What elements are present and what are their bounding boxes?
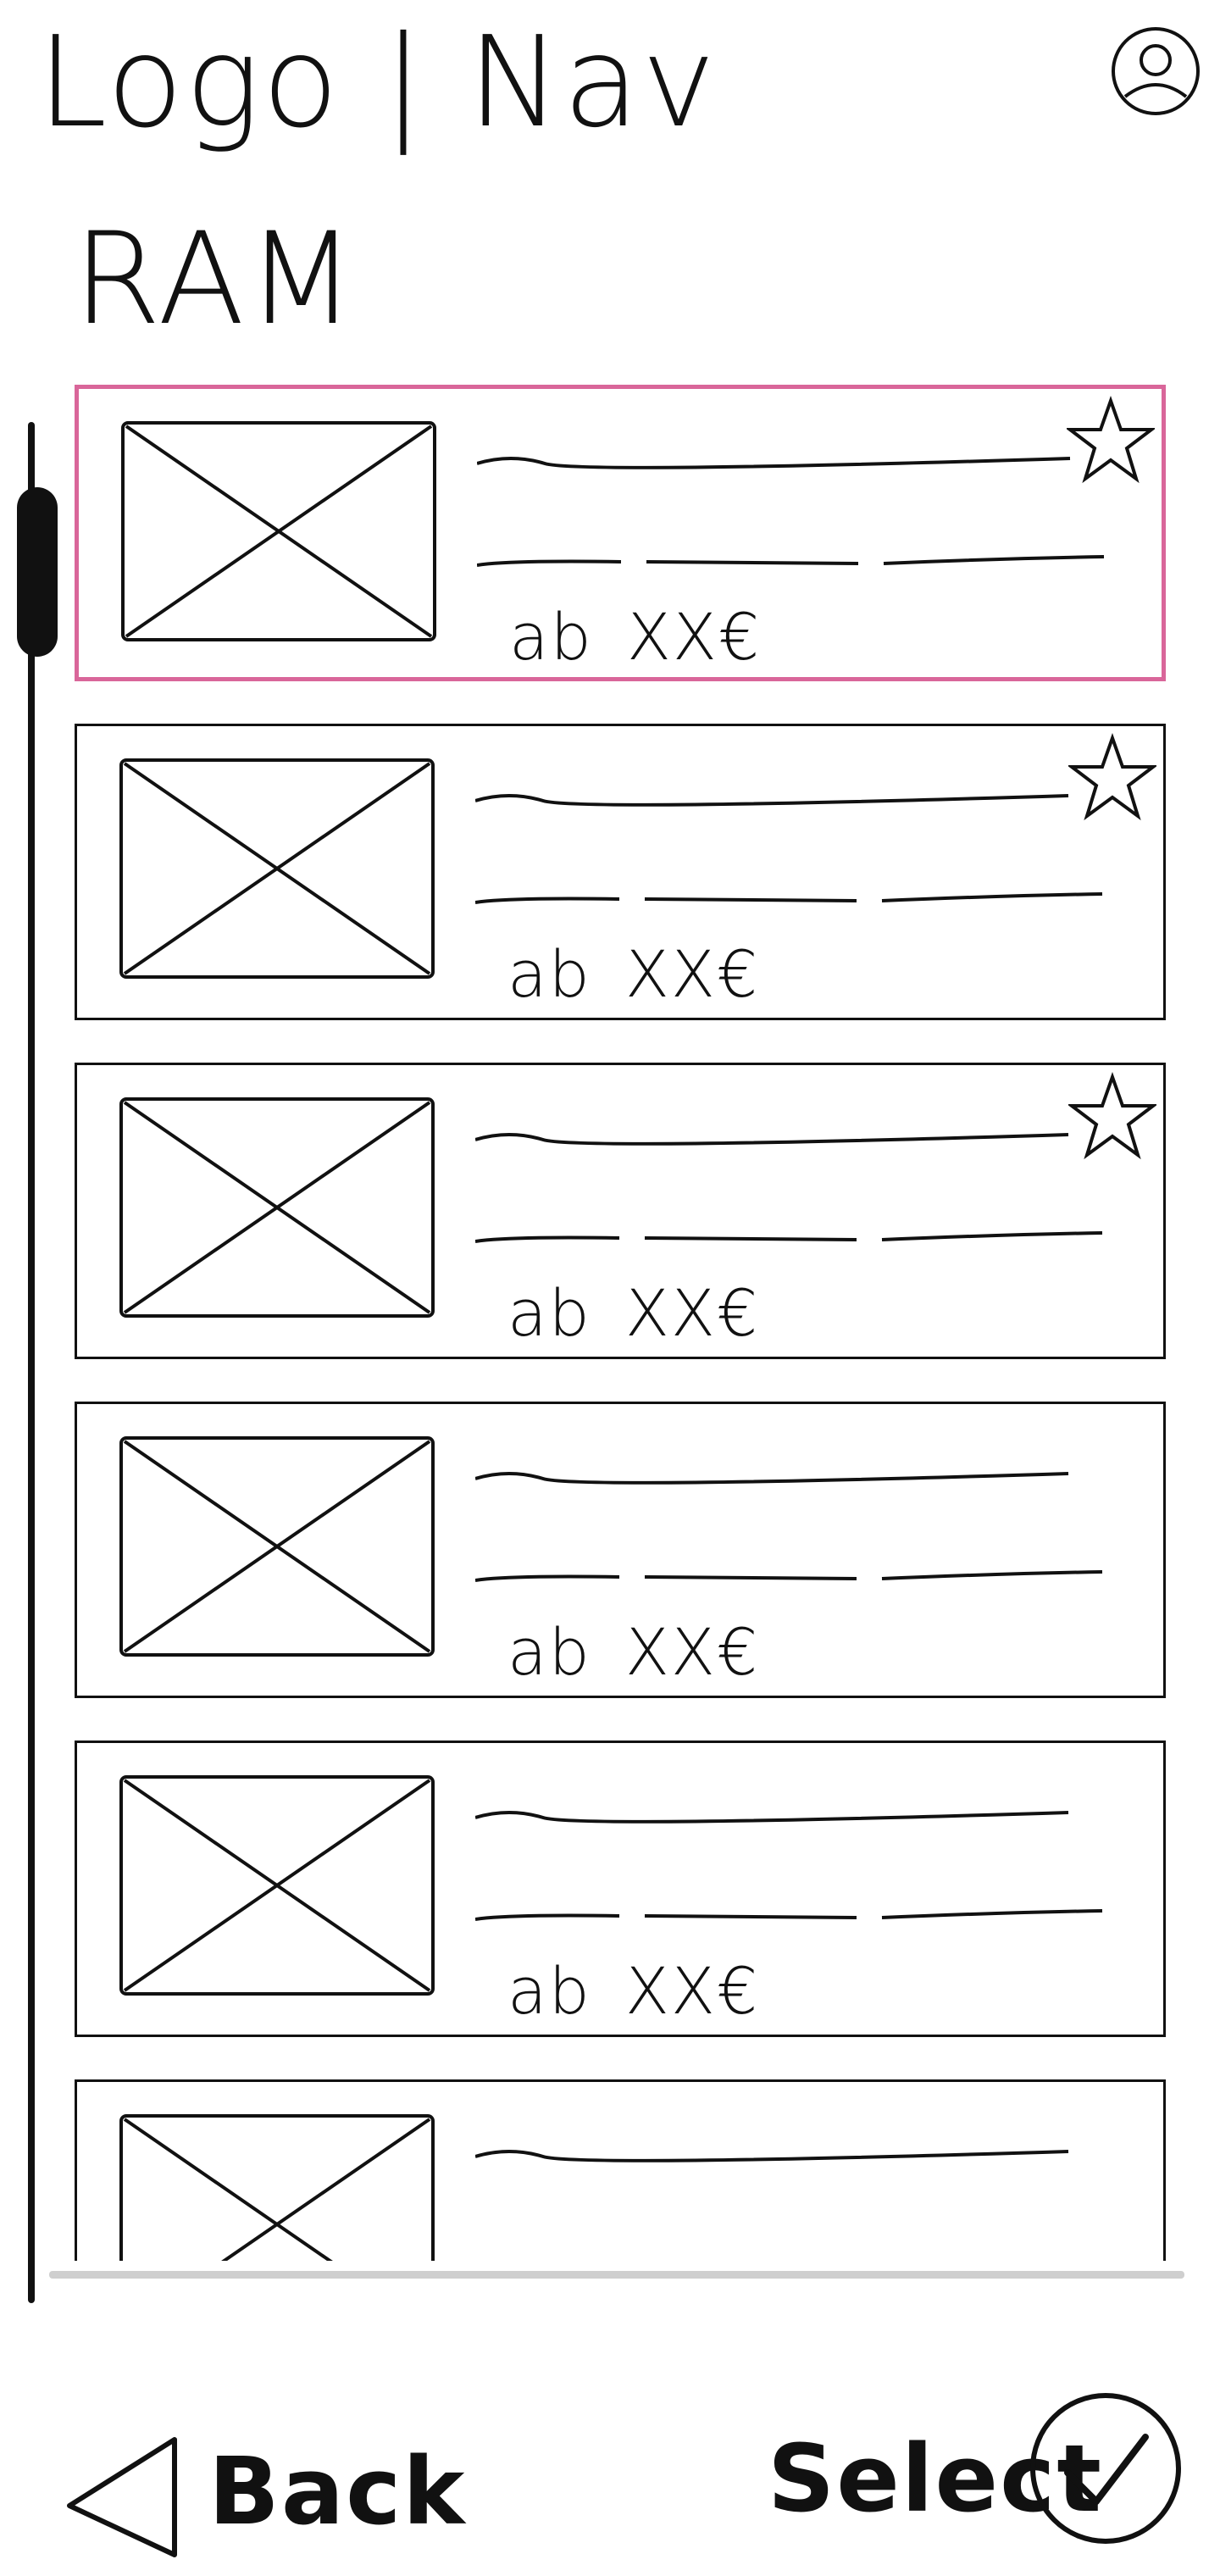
item-meta-text: ab — [507, 1614, 591, 1690]
page-title: RAM — [73, 206, 358, 353]
text-lines-placeholder — [475, 1472, 1103, 1582]
item-meta-text: ab — [509, 599, 593, 675]
list-item[interactable]: ab XX€ — [75, 1740, 1166, 2037]
image-placeholder-icon — [119, 1436, 435, 1657]
image-placeholder-icon — [121, 421, 436, 641]
image-placeholder-icon — [119, 1097, 435, 1318]
select-button[interactable]: Select — [762, 2390, 1186, 2559]
item-price: XX€ — [624, 936, 760, 1012]
scrollbar-track[interactable] — [28, 422, 35, 2303]
list-item[interactable]: ab XX€ — [75, 1402, 1166, 1698]
back-button[interactable]: Back — [63, 2428, 464, 2572]
item-meta: ab XX€ — [507, 942, 759, 1007]
image-placeholder-icon — [119, 758, 435, 979]
item-meta: ab XX€ — [507, 1281, 759, 1346]
item-price: XX€ — [626, 599, 762, 675]
list-item[interactable]: ab XX€ — [75, 1063, 1166, 1359]
header-logo-nav: Logo | Nav — [37, 9, 718, 155]
text-lines-placeholder — [475, 2150, 1069, 2162]
item-meta: ab XX€ — [509, 605, 761, 669]
image-placeholder-icon — [119, 2114, 435, 2261]
item-meta-text: ab — [507, 1275, 591, 1351]
text-lines-placeholder — [475, 794, 1103, 904]
image-placeholder-icon — [119, 1775, 435, 1996]
item-meta-text: ab — [507, 1953, 591, 2029]
item-price: XX€ — [624, 1275, 760, 1351]
check-circle-icon — [1030, 2393, 1181, 2544]
list-item[interactable]: ab XX€ — [75, 724, 1166, 1020]
star-icon[interactable] — [1068, 733, 1156, 821]
item-price: XX€ — [624, 1614, 760, 1690]
product-list: ab XX€ ab XX€ — [68, 373, 1186, 2261]
list-item[interactable]: ab XX€ — [75, 385, 1166, 681]
back-button-label: Back — [208, 2437, 467, 2545]
list-item[interactable] — [75, 2079, 1166, 2261]
item-meta: ab XX€ — [507, 1620, 759, 1685]
text-lines-placeholder — [475, 1811, 1103, 1921]
scrollbar-thumb[interactable] — [17, 487, 58, 657]
item-price: XX€ — [624, 1953, 760, 2029]
text-lines-placeholder — [475, 1133, 1103, 1243]
text-lines-placeholder — [477, 457, 1105, 567]
list-bottom-divider — [49, 2271, 1184, 2279]
star-icon[interactable] — [1067, 396, 1155, 484]
item-meta-text: ab — [507, 936, 591, 1012]
triangle-left-icon — [67, 2437, 177, 2557]
user-circle-icon[interactable] — [1108, 24, 1203, 119]
item-meta: ab XX€ — [507, 1959, 759, 2024]
star-icon[interactable] — [1068, 1072, 1156, 1160]
